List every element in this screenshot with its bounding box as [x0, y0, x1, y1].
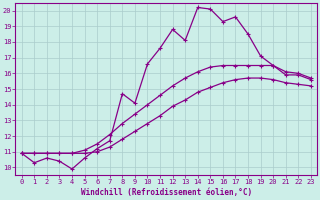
X-axis label: Windchill (Refroidissement éolien,°C): Windchill (Refroidissement éolien,°C)	[81, 188, 252, 197]
